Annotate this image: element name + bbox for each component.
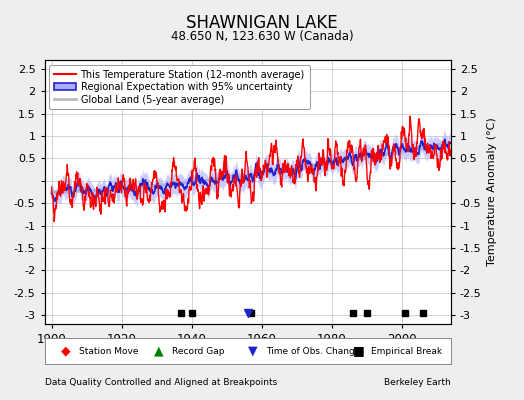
Text: ▼: ▼	[247, 344, 257, 358]
Text: Station Move: Station Move	[79, 346, 138, 356]
Text: Empirical Break: Empirical Break	[372, 346, 443, 356]
Text: Berkeley Earth: Berkeley Earth	[384, 378, 451, 387]
Text: ◆: ◆	[61, 344, 70, 358]
Text: ▲: ▲	[154, 344, 164, 358]
Text: 48.650 N, 123.630 W (Canada): 48.650 N, 123.630 W (Canada)	[171, 30, 353, 43]
Y-axis label: Temperature Anomaly (°C): Temperature Anomaly (°C)	[487, 118, 497, 266]
Text: ■: ■	[353, 344, 365, 358]
Text: Record Gap: Record Gap	[172, 346, 225, 356]
Text: SHAWNIGAN LAKE: SHAWNIGAN LAKE	[186, 14, 338, 32]
Text: Data Quality Controlled and Aligned at Breakpoints: Data Quality Controlled and Aligned at B…	[45, 378, 277, 387]
Legend: This Temperature Station (12-month average), Regional Expectation with 95% uncer: This Temperature Station (12-month avera…	[49, 65, 310, 110]
Text: Time of Obs. Change: Time of Obs. Change	[266, 346, 360, 356]
